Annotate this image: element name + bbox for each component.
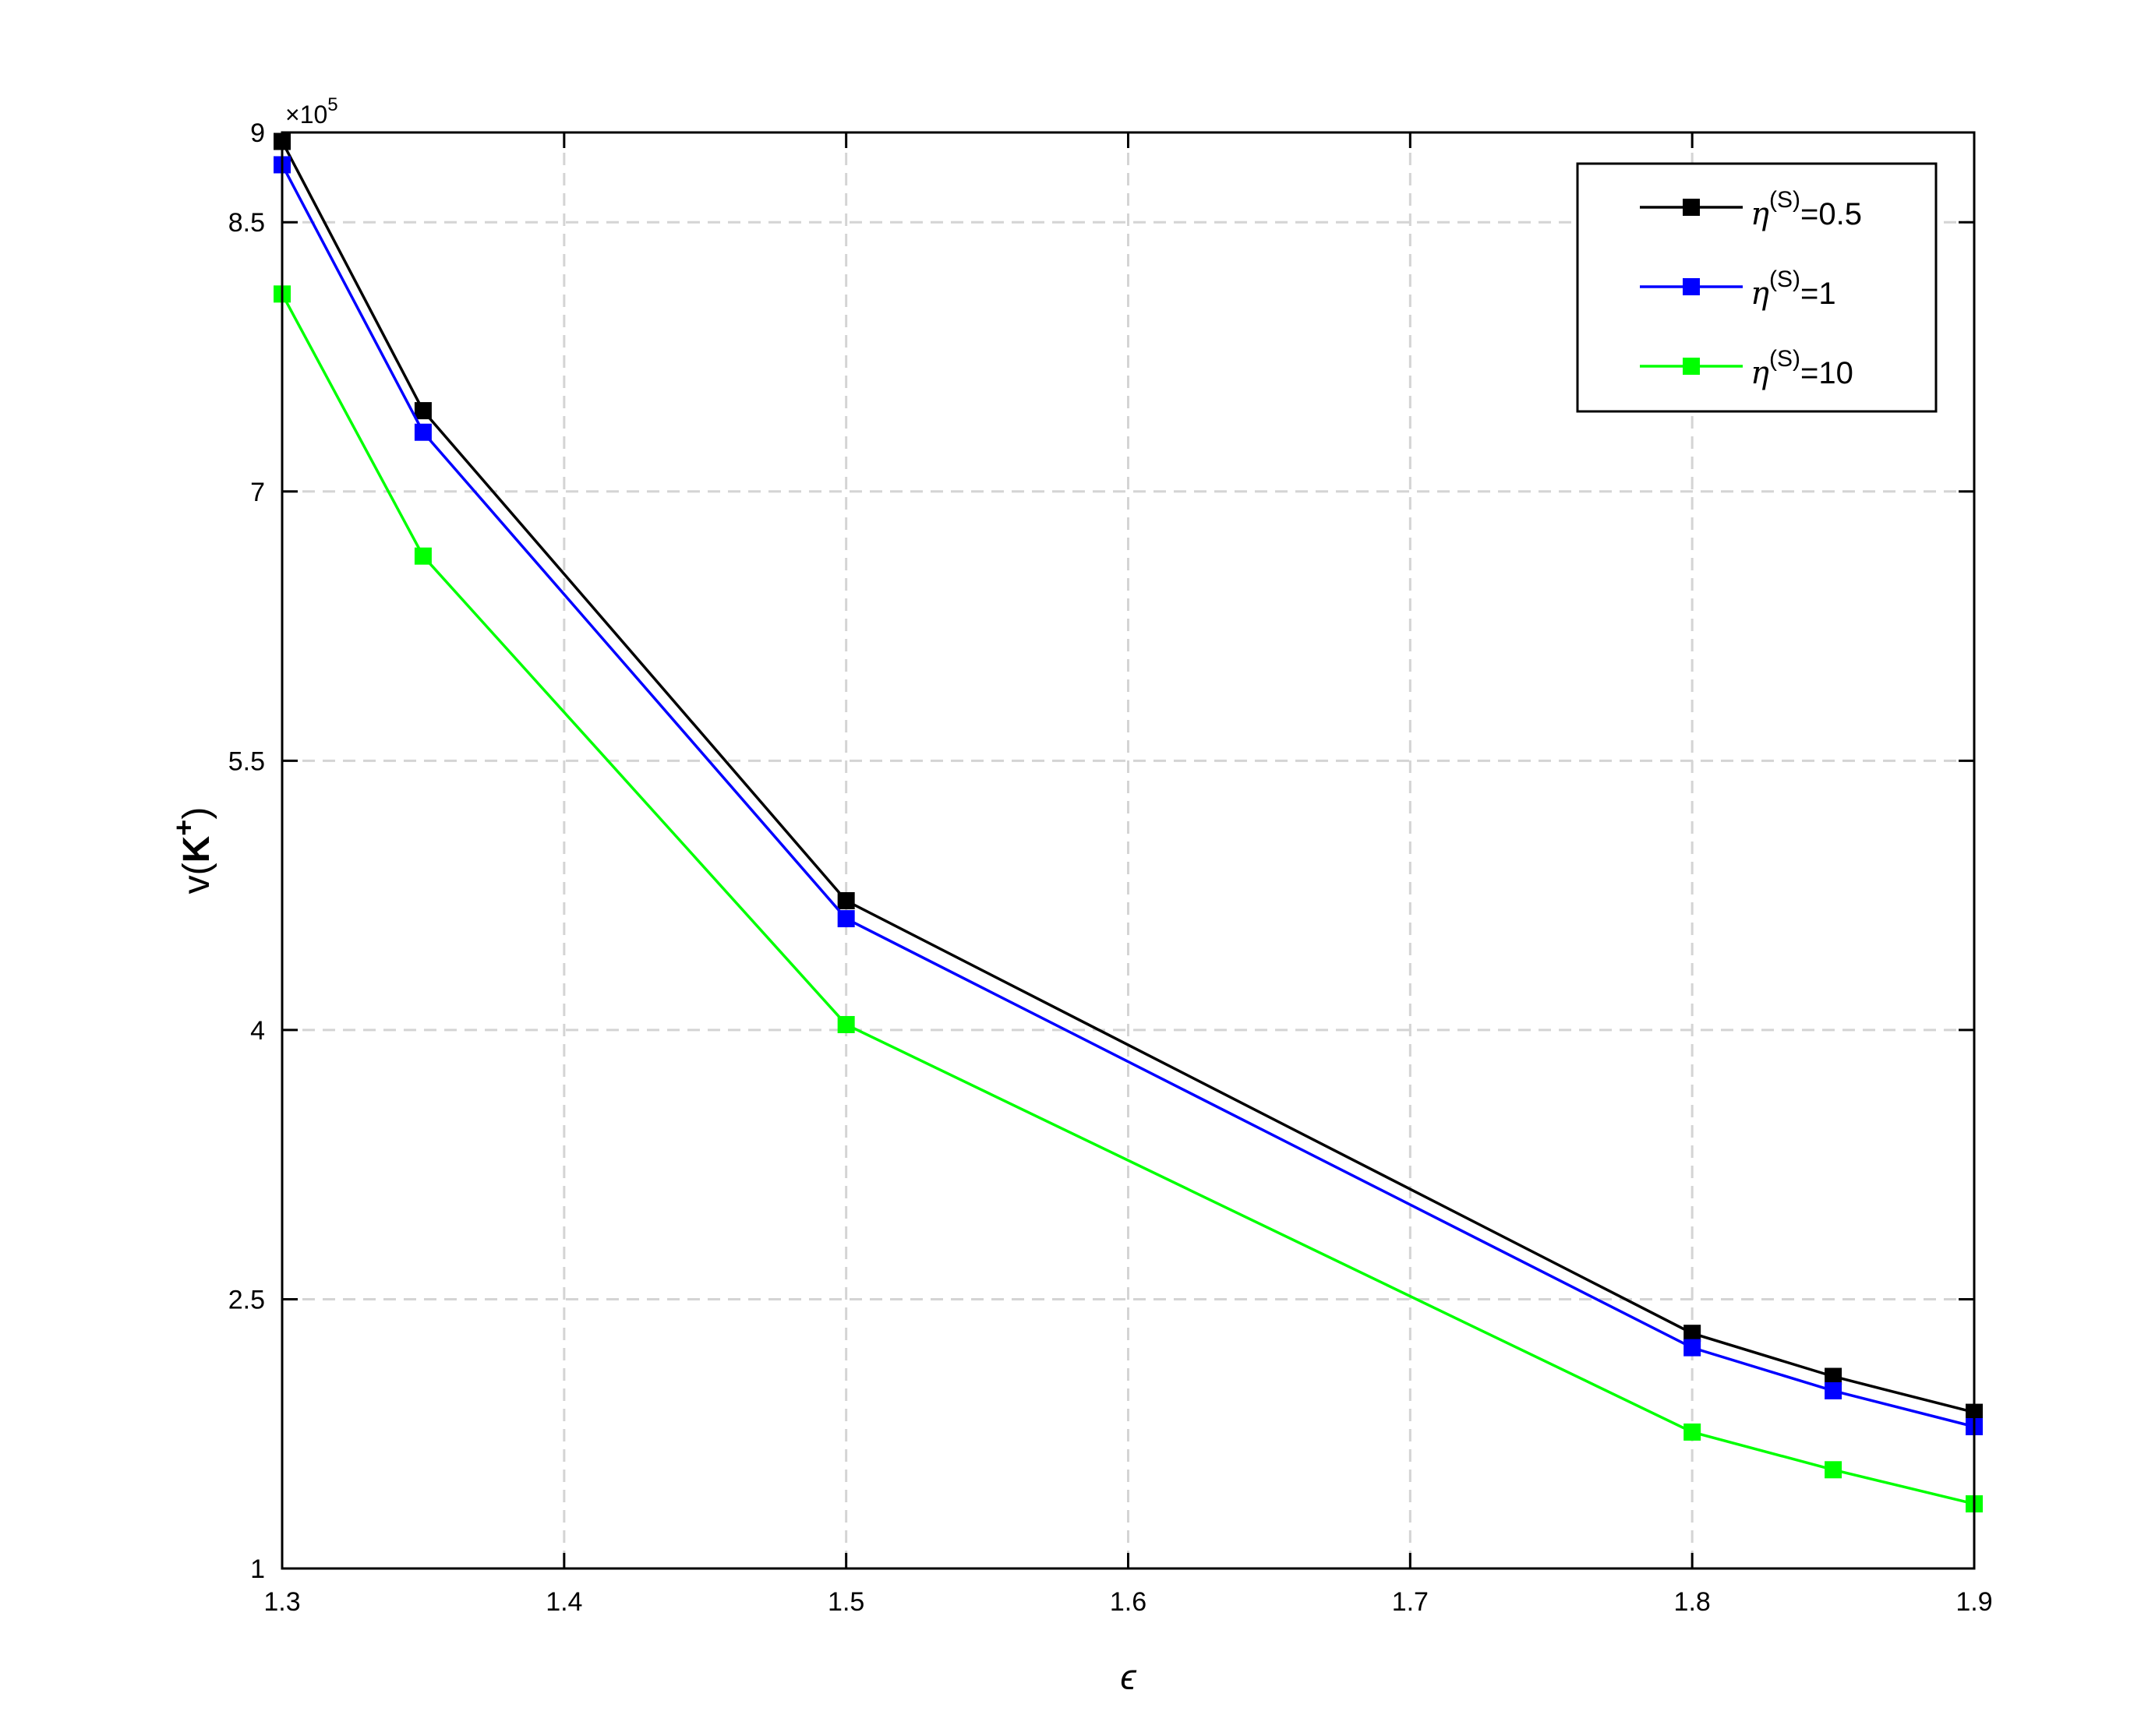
legend-label: η(S)=10 — [1751, 346, 1853, 391]
x-tick-label: 1.9 — [1955, 1587, 1992, 1617]
series-2 — [274, 156, 1983, 1436]
x-tick-label: 1.4 — [546, 1587, 582, 1617]
x-axis-label: ϵ — [1120, 1657, 1136, 1697]
data-point — [1683, 1325, 1701, 1343]
x-tick-label: 1.6 — [1110, 1587, 1146, 1617]
series-line — [281, 140, 1975, 1414]
legend: η(S)=0.5 η(S)=1 η(S)=10 — [1576, 162, 1938, 413]
data-point — [414, 423, 432, 441]
legend-swatch-marker — [1683, 278, 1700, 295]
series-1 — [274, 132, 1983, 1421]
x-tick-label: 1.8 — [1674, 1587, 1711, 1617]
data-point — [1683, 1423, 1701, 1441]
data-point — [1825, 1381, 1842, 1399]
legend-item: η(S)=0.5 — [1640, 187, 1862, 232]
series-3 — [274, 285, 1983, 1513]
legend-swatch-marker — [1683, 358, 1700, 375]
y-tick-label: 2.5 — [228, 1285, 265, 1314]
data-point — [1825, 1367, 1842, 1385]
y-exponent-label: ×105 — [285, 94, 338, 129]
series-layer — [274, 132, 1983, 1513]
data-point — [1825, 1461, 1842, 1479]
x-tick-label: 1.3 — [263, 1587, 300, 1617]
data-point — [1683, 1339, 1701, 1357]
y-tick-label: 4 — [250, 1016, 265, 1046]
ticks: 1.3 1.4 1.5 1.6 1.7 1.8 1.9 1 2.5 4 5.5 7 8.5 9 — [228, 118, 1993, 1617]
legend-swatch-marker — [1683, 199, 1700, 216]
series-line — [281, 164, 1975, 1428]
x-tick-label: 1.7 — [1392, 1587, 1429, 1617]
data-point — [837, 1015, 855, 1033]
legend-box — [1576, 162, 1938, 413]
x-tick-label: 1.5 — [828, 1587, 864, 1617]
y-tick-label: 5.5 — [228, 746, 265, 776]
y-axis-label: v(K+) — [168, 807, 217, 894]
legend-label: η(S)=1 — [1751, 266, 1836, 312]
y-tick-label: 1 — [250, 1554, 265, 1584]
legend-item: η(S)=1 — [1640, 266, 1836, 312]
y-tick-label: 8.5 — [228, 208, 265, 238]
series-line — [281, 293, 1975, 1505]
data-point — [414, 402, 432, 420]
data-point — [837, 910, 855, 928]
legend-label: η(S)=0.5 — [1751, 187, 1862, 232]
y-tick-label: 7 — [250, 478, 265, 507]
y-tick-label: 9 — [250, 118, 265, 148]
legend-item: η(S)=10 — [1640, 346, 1853, 391]
data-point — [837, 892, 855, 910]
data-point — [414, 547, 432, 565]
